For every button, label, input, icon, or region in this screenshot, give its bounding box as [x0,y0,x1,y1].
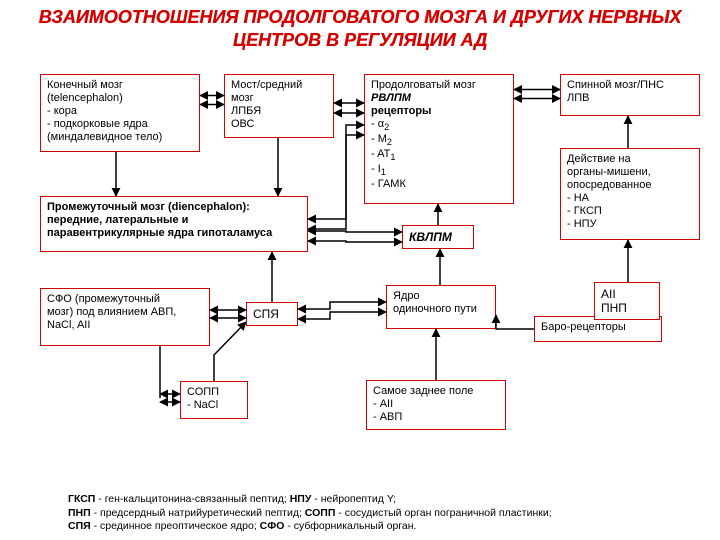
node-telencephalon: Конечный мозг(telencephalon)- кора- подк… [40,74,200,152]
node-kvlpm: КВЛПМ [402,225,474,249]
node-spinal: Спинной мозг/ПНСЛПВ [560,74,700,116]
node-diencephalon: Промежуточный мозг (diencephalon):передн… [40,196,308,252]
node-medulla: Продолговатый мозгРВЛПМрецепторы- α2- M2… [364,74,514,204]
legend: ГКСП - ген-кальцитонина-связанный пептид… [68,493,678,534]
node-pons: Мост/средниймозгЛПБЯОВС [224,74,334,138]
node-solitary: Ядроодиночного пути [386,285,496,329]
page-title: ВЗАИМООТНОШЕНИЯ ПРОДОЛГОВАТОГО МОЗГА И Д… [0,6,720,51]
node-aii_pnp: АIIПНП [594,282,660,320]
node-spya: СПЯ [246,302,298,326]
node-effect: Действие наорганы-мишени,опосредованное-… [560,148,700,240]
node-sopp: СОПП- NaCl [180,381,248,419]
node-area_post: Самое заднее поле- AII- АВП [366,380,506,430]
node-sfo: СФО (промежуточныймозг) под влиянием АВП… [40,288,210,346]
